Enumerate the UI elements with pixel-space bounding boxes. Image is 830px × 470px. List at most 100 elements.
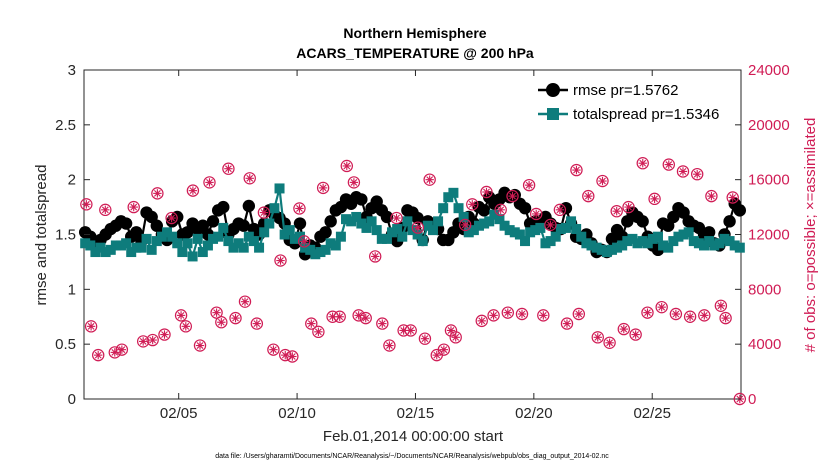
totalspread-point bbox=[341, 214, 352, 225]
totalspread-point bbox=[709, 240, 720, 251]
rmse-point bbox=[324, 215, 337, 228]
rmse-point bbox=[206, 215, 220, 228]
totalspread-point bbox=[366, 216, 377, 227]
legend-rmse-marker bbox=[546, 83, 560, 97]
obs-point bbox=[80, 198, 93, 211]
obs-point bbox=[726, 191, 739, 204]
totalspread-point bbox=[704, 236, 715, 247]
rmse-point bbox=[355, 193, 368, 206]
obs-point bbox=[655, 300, 668, 314]
totalspread-point bbox=[279, 229, 290, 240]
totalspread-point bbox=[540, 238, 551, 249]
obs-point bbox=[84, 320, 98, 333]
legend-box bbox=[530, 80, 735, 128]
obs-point bbox=[333, 310, 346, 323]
obs-point bbox=[423, 173, 436, 186]
obs-point bbox=[165, 211, 178, 225]
obs-point bbox=[359, 311, 372, 325]
rmse-point bbox=[702, 226, 716, 239]
totalspread-point bbox=[422, 220, 433, 231]
legend-totalspread-marker bbox=[547, 108, 559, 120]
totalspread-point bbox=[228, 242, 239, 253]
totalspread-point bbox=[115, 240, 126, 251]
totalspread-point bbox=[320, 244, 331, 255]
obs-layer bbox=[80, 157, 747, 406]
totalspread-point bbox=[162, 227, 173, 238]
obs-point bbox=[537, 309, 550, 322]
obs-point bbox=[376, 317, 389, 330]
obs-point bbox=[641, 306, 654, 319]
totalspread-point bbox=[208, 233, 219, 244]
rmse-point bbox=[242, 199, 256, 213]
y-tick-label-right: 16000 bbox=[748, 172, 790, 189]
totalspread-point bbox=[443, 192, 454, 203]
totalspread-point bbox=[693, 238, 704, 249]
totalspread-point bbox=[627, 233, 638, 244]
obs-point bbox=[705, 189, 718, 203]
totalspread-point bbox=[596, 244, 607, 255]
totalspread-point bbox=[555, 224, 566, 235]
x-tick-label: 02/25 bbox=[633, 405, 671, 422]
totalspread-point bbox=[576, 231, 587, 242]
totalspread-point bbox=[167, 231, 178, 242]
obs-point bbox=[404, 324, 417, 337]
totalspread-point bbox=[300, 242, 311, 253]
obs-point bbox=[243, 172, 256, 185]
obs-point bbox=[174, 309, 188, 322]
obs-point bbox=[622, 200, 635, 214]
y-tick-label-left: 3 bbox=[68, 62, 76, 79]
totalspread-point bbox=[156, 231, 167, 242]
totalspread-point bbox=[192, 233, 203, 244]
obs-point bbox=[501, 306, 514, 319]
totalspread-point bbox=[315, 247, 326, 258]
rmse-point bbox=[636, 215, 649, 228]
totalspread-point bbox=[545, 236, 556, 247]
totalspread-point bbox=[274, 183, 285, 194]
totalspread-point bbox=[259, 227, 270, 238]
rmse-point bbox=[217, 200, 230, 214]
y-tick-label-left: 2.5 bbox=[55, 117, 76, 134]
totalspread-point bbox=[381, 233, 392, 244]
totalspread-point bbox=[197, 247, 208, 258]
rmse-point bbox=[477, 204, 491, 217]
totalspread-point bbox=[566, 216, 577, 227]
obs-point bbox=[475, 314, 488, 328]
obs-point bbox=[662, 158, 675, 171]
obs-point bbox=[238, 295, 252, 308]
totalspread-point bbox=[294, 231, 305, 242]
obs-point bbox=[572, 307, 586, 321]
totalspread-point bbox=[105, 244, 116, 255]
totalspread-point bbox=[468, 225, 479, 236]
obs-point bbox=[222, 162, 235, 175]
totalspread-point bbox=[335, 231, 346, 242]
obs-point bbox=[383, 339, 396, 352]
totalspread-point bbox=[325, 238, 336, 249]
totalspread-point bbox=[243, 231, 254, 242]
obs-point bbox=[92, 348, 105, 362]
obs-point bbox=[530, 207, 543, 221]
totalspread-point bbox=[330, 240, 341, 251]
totalspread-point bbox=[305, 244, 316, 255]
totalspread-point bbox=[356, 218, 367, 229]
totalspread-point bbox=[90, 247, 101, 258]
totalspread-point bbox=[504, 225, 515, 236]
totalspread-point bbox=[146, 244, 157, 255]
obs-point bbox=[418, 332, 432, 345]
totalspread-point bbox=[489, 209, 500, 220]
totalspread-point bbox=[520, 236, 531, 247]
y-tick-label-right: 20000 bbox=[748, 117, 790, 134]
obs-point bbox=[250, 317, 264, 330]
obs-point bbox=[215, 316, 228, 329]
totalspread-point bbox=[617, 240, 628, 251]
y-axis-label-right: # of obs: o=possible; ×=assimilated bbox=[802, 118, 819, 353]
totalspread-point bbox=[80, 238, 91, 249]
obs-point bbox=[411, 221, 425, 234]
obs-point bbox=[494, 203, 507, 217]
totalspread-point bbox=[647, 233, 658, 244]
y-tick-label-right: 12000 bbox=[748, 227, 790, 244]
totalspread-point bbox=[673, 231, 684, 242]
obs-point bbox=[274, 254, 287, 267]
totalspread-point bbox=[637, 236, 648, 247]
totalspread-point bbox=[586, 240, 597, 251]
obs-point bbox=[179, 320, 193, 333]
